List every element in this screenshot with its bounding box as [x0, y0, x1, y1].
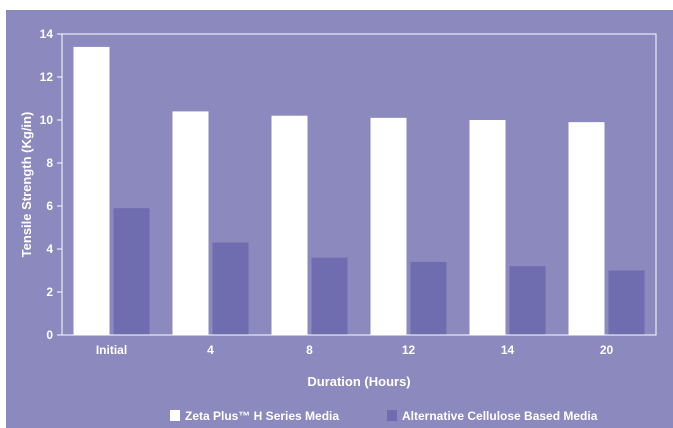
x-axis-title: Duration (Hours) [307, 374, 410, 389]
bar-alternative-cellulose [609, 271, 645, 336]
legend-label: Zeta Plus™ H Series Media [185, 409, 339, 423]
bar-zeta-plus [470, 120, 506, 335]
legend-label: Alternative Cellulose Based Media [402, 409, 598, 423]
x-tick-label: 12 [402, 343, 416, 357]
y-axis-title: Tensile Strength (Kg/in) [19, 112, 34, 258]
legend-swatch [387, 410, 397, 421]
x-tick-label: 20 [600, 343, 614, 357]
x-tick-label: Initial [96, 343, 127, 357]
y-tick-label: 12 [40, 70, 54, 84]
bar-alternative-cellulose [510, 266, 546, 335]
bar-alternative-cellulose [411, 262, 447, 335]
bar-zeta-plus [173, 111, 209, 335]
x-tick-label: 14 [501, 343, 515, 357]
bar-chart: 0 2 4 6 8 10 12 14 Initial 4 8 12 14 20 Tensile Stren… [6, 10, 673, 428]
y-tick-label: 10 [40, 113, 54, 127]
bar-alternative-cellulose [312, 258, 348, 335]
y-tick-label: 0 [46, 328, 53, 342]
y-tick-label: 4 [46, 242, 53, 256]
legend: Zeta Plus™ H Series Media Alternative Cel… [170, 409, 598, 423]
bars-layer [74, 47, 645, 335]
bar-alternative-cellulose [213, 243, 249, 335]
bar-zeta-plus [569, 122, 605, 335]
legend-swatch [170, 410, 180, 421]
y-tick-label: 14 [40, 27, 54, 41]
plot-frame [62, 34, 656, 335]
y-tick-label: 6 [46, 199, 53, 213]
chart-container: 0 2 4 6 8 10 12 14 Initial 4 8 12 14 20 Tensile Stren… [6, 10, 673, 428]
x-tick-label: 4 [207, 343, 214, 357]
bar-zeta-plus [74, 47, 110, 335]
y-tick-label: 2 [46, 285, 53, 299]
bar-zeta-plus [371, 118, 407, 335]
bar-zeta-plus [272, 116, 308, 335]
x-tick-label: 8 [306, 343, 313, 357]
y-tick-label: 8 [46, 156, 53, 170]
bar-alternative-cellulose [114, 208, 150, 335]
